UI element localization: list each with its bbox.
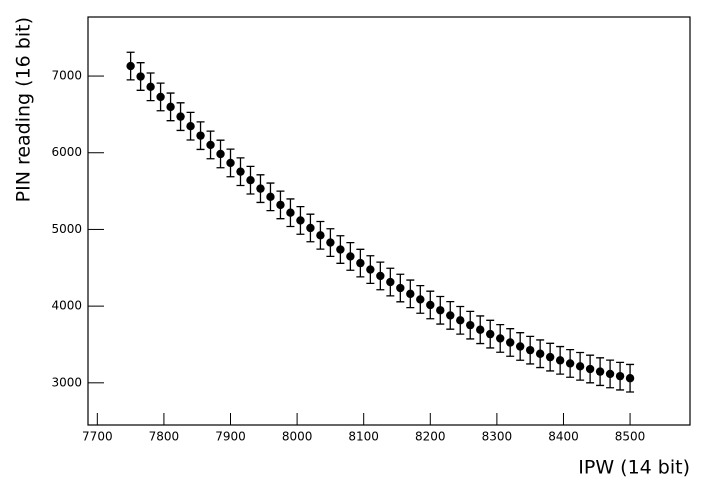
x-tick-label: 7700: [82, 430, 113, 444]
point: [286, 208, 295, 217]
y-axis-title: PIN reading (16 bit): [13, 17, 35, 202]
point: [126, 61, 135, 71]
point: [456, 316, 465, 325]
point: [575, 362, 585, 371]
point: [426, 300, 435, 310]
point: [316, 231, 325, 240]
point: [156, 92, 165, 102]
point: [436, 306, 445, 315]
point: [565, 359, 575, 368]
y-tick-label: 6000: [51, 145, 82, 159]
x-tick-label: 7800: [149, 430, 180, 444]
x-tick-label: 8500: [615, 430, 646, 444]
point: [246, 176, 255, 185]
point: [625, 374, 635, 383]
x-tick-label: 8300: [482, 430, 513, 444]
point: [466, 320, 475, 330]
point: [476, 325, 485, 334]
x-tick-label: 8000: [282, 430, 313, 444]
point: [176, 112, 185, 121]
point: [486, 329, 495, 339]
point: [585, 364, 595, 374]
y-tick-label: 5000: [51, 222, 82, 236]
point: [346, 252, 355, 261]
point: [505, 338, 515, 347]
point: [535, 349, 545, 358]
point: [236, 167, 245, 176]
point: [406, 289, 415, 299]
point: [446, 311, 455, 320]
y-tick-label: 3000: [51, 375, 82, 389]
point: [146, 82, 155, 91]
x-tick-label: 8400: [548, 430, 579, 444]
point: [595, 367, 605, 376]
point: [416, 295, 425, 304]
x-tick-label: 8100: [348, 430, 379, 444]
x-tick-label: 7900: [215, 430, 246, 444]
point: [515, 342, 525, 351]
point: [545, 352, 555, 362]
point: [396, 283, 405, 293]
point: [336, 245, 345, 254]
point: [496, 334, 505, 343]
point: [366, 265, 375, 274]
point: [386, 277, 395, 287]
point: [356, 258, 365, 268]
point: [296, 216, 305, 225]
point: [136, 72, 145, 81]
plot-frame: [87, 16, 691, 426]
point: [605, 369, 615, 379]
point: [206, 140, 215, 150]
point: [306, 223, 315, 233]
y-tick-label: 4000: [51, 299, 82, 313]
point: [615, 371, 625, 381]
point: [196, 131, 205, 140]
point: [276, 200, 285, 210]
x-axis-title: IPW (14 bit): [578, 457, 690, 479]
point: [166, 102, 175, 112]
point: [226, 158, 235, 168]
point: [216, 149, 225, 159]
point: [525, 345, 535, 355]
point: [326, 238, 335, 247]
point: [555, 356, 565, 365]
point: [186, 122, 195, 131]
point: [266, 192, 275, 202]
point: [256, 184, 265, 193]
point: [376, 271, 385, 281]
y-tick-label: 7000: [51, 69, 82, 83]
x-tick-label: 8200: [415, 430, 446, 444]
